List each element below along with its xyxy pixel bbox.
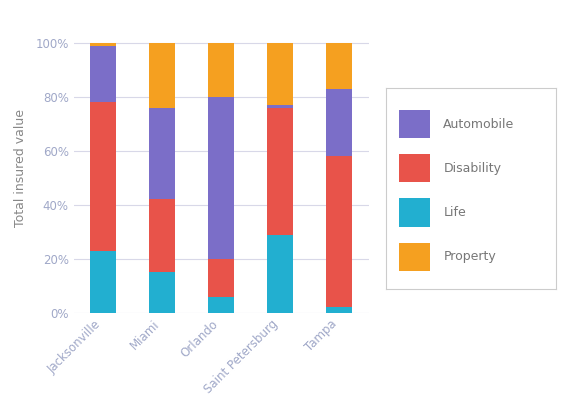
Bar [326, 156, 352, 308]
Bar [326, 43, 352, 89]
Text: Property: Property [443, 250, 496, 263]
Bar [267, 105, 293, 108]
Bar [208, 97, 234, 259]
Text: Disability: Disability [443, 162, 501, 175]
Bar [267, 235, 293, 313]
Bar [326, 308, 352, 313]
Bar [149, 108, 175, 199]
FancyBboxPatch shape [399, 243, 430, 271]
Text: Automobile: Automobile [443, 118, 515, 131]
FancyBboxPatch shape [399, 154, 430, 182]
Bar [90, 46, 116, 102]
Bar [90, 43, 116, 46]
Bar [208, 259, 234, 297]
Bar [90, 102, 116, 251]
Text: Life: Life [443, 206, 466, 219]
Bar [267, 43, 293, 105]
FancyBboxPatch shape [399, 198, 430, 227]
Bar [208, 297, 234, 313]
Bar [267, 108, 293, 235]
Bar [208, 43, 234, 97]
Bar [326, 89, 352, 156]
Bar [149, 272, 175, 313]
Y-axis label: Total insured value: Total insured value [14, 109, 27, 227]
Bar [149, 43, 175, 108]
FancyBboxPatch shape [399, 110, 430, 138]
Bar [90, 251, 116, 313]
Bar [149, 199, 175, 272]
